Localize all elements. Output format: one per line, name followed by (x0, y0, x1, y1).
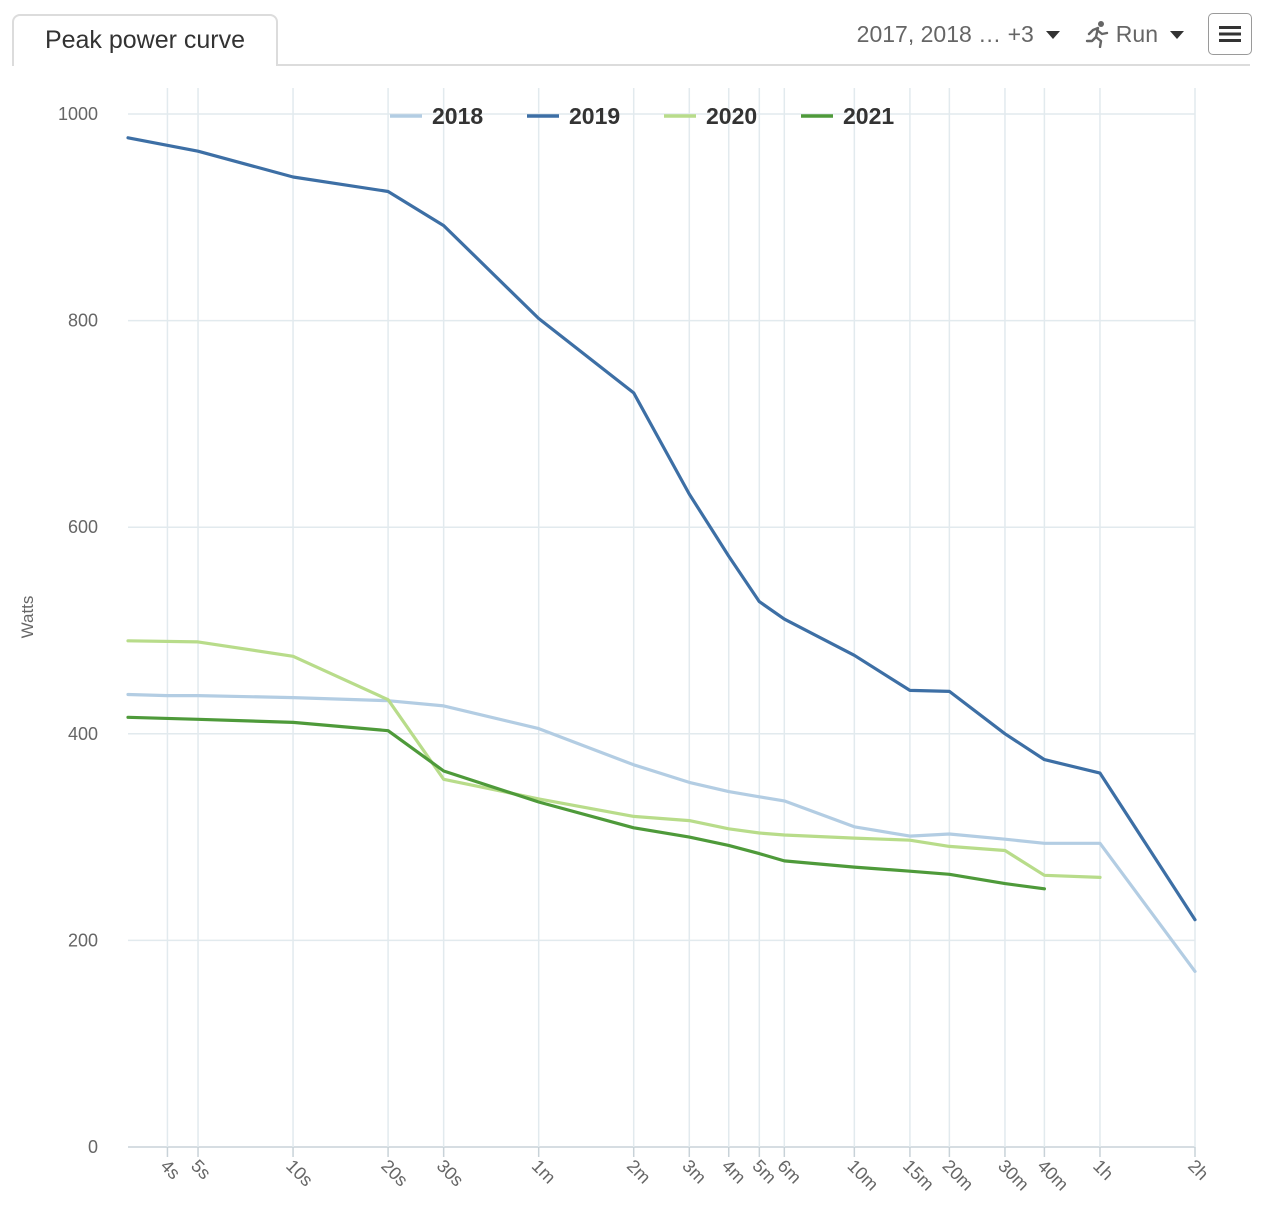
series-layer (126, 136, 1197, 973)
x-tick-label: 10m (844, 1156, 883, 1195)
x-tick-label: 10s (282, 1156, 317, 1191)
series-line-2018[interactable] (126, 692, 1197, 973)
series-line-2019[interactable] (126, 136, 1197, 922)
chart-controls: 2017, 2018 … +3 Run (857, 12, 1252, 56)
sport-filter-dropdown[interactable]: Run (1084, 20, 1184, 48)
x-tick-label: 2h (1184, 1156, 1212, 1184)
x-tick-label: 5s (187, 1156, 215, 1184)
hamburger-menu-icon (1219, 26, 1241, 42)
y-tick-label: 200 (68, 930, 98, 950)
chart-menu-button[interactable] (1208, 13, 1252, 55)
running-icon (1085, 21, 1108, 48)
y-tick-label: 0 (88, 1137, 98, 1157)
grid (128, 88, 1196, 1157)
x-tick-label: 4s (157, 1156, 185, 1184)
x-tick-label: 20s (377, 1156, 412, 1191)
x-tick-label: 15m (899, 1156, 938, 1195)
x-tick-label: 30m (994, 1156, 1033, 1195)
x-tick-label: 1m (528, 1156, 560, 1188)
series-line-2021[interactable] (126, 715, 1046, 891)
x-tick-label: 1h (1089, 1156, 1117, 1184)
chevron-down-icon (1045, 31, 1060, 39)
tab-bar: Peak power curve (0, 0, 1266, 67)
x-tick-label: 40m (1034, 1156, 1073, 1195)
y-tick-label: 400 (68, 724, 98, 744)
y-tick-label: 600 (68, 517, 98, 537)
legend-item-2021[interactable]: 2021 (843, 103, 894, 129)
years-filter-label: 2017, 2018 … +3 (856, 20, 1034, 47)
y-tick-label: 800 (68, 311, 98, 331)
tab-divider (12, 64, 1250, 66)
sport-filter-label: Run (1115, 20, 1158, 47)
chevron-down-icon (1170, 31, 1184, 39)
y-tick-label: 1000 (58, 104, 98, 124)
series-line-2020[interactable] (126, 639, 1102, 879)
y-axis: 0 200 400 600 800 1000 (58, 104, 98, 1157)
x-tick-label: 4m (718, 1156, 750, 1188)
y-axis-label: Watts (18, 596, 37, 639)
x-tick-label: 3m (678, 1156, 710, 1188)
x-tick-label: 30s (433, 1156, 468, 1191)
legend-item-2018[interactable]: 2018 (432, 103, 483, 129)
years-filter-dropdown[interactable]: 2017, 2018 … +3 (857, 21, 1060, 48)
tab-label: Peak power curve (44, 25, 246, 54)
legend-item-2020[interactable]: 2020 (706, 103, 757, 129)
x-tick-label: 20m (939, 1156, 978, 1195)
x-tick-label: 2m (623, 1156, 655, 1188)
tab-peak-power-curve[interactable]: Peak power curve (12, 14, 278, 67)
x-tick-label: 6m (773, 1156, 805, 1188)
legend-item-2019[interactable]: 2019 (569, 103, 620, 129)
legend: 2018 2019 2020 2021 (390, 103, 894, 129)
